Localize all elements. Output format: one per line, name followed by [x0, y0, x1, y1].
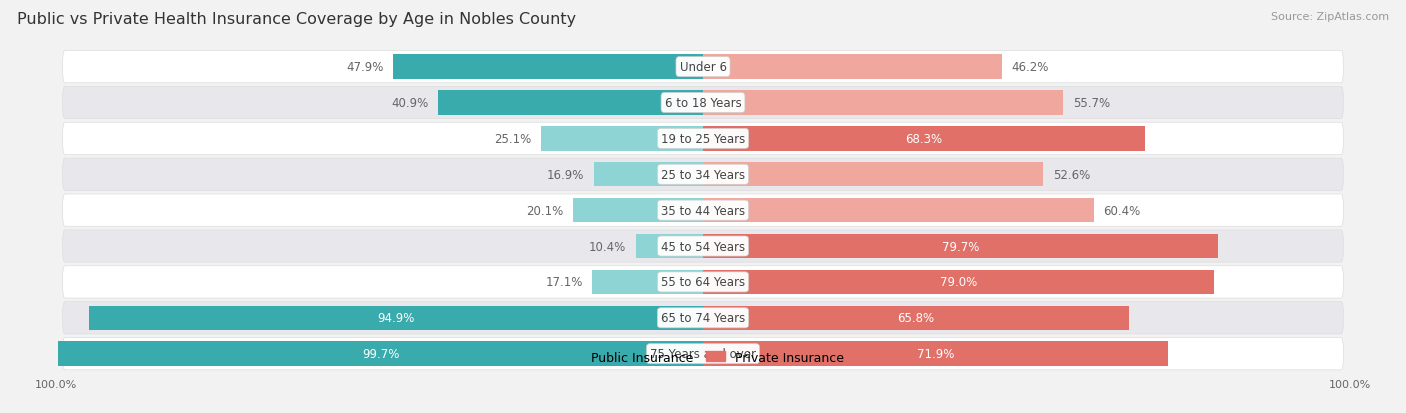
Text: 17.1%: 17.1% [546, 276, 582, 289]
FancyBboxPatch shape [63, 195, 1343, 227]
Text: 65 to 74 Years: 65 to 74 Years [661, 311, 745, 325]
Text: 16.9%: 16.9% [547, 169, 583, 181]
Text: 68.3%: 68.3% [905, 133, 942, 145]
Text: 46.2%: 46.2% [1011, 61, 1049, 74]
Bar [394, 55, 703, 80]
Text: 45 to 54 Years: 45 to 54 Years [661, 240, 745, 253]
FancyBboxPatch shape [63, 87, 1343, 119]
Bar [541, 127, 703, 151]
Bar [703, 199, 1094, 223]
Text: 79.7%: 79.7% [942, 240, 980, 253]
Bar [439, 91, 703, 115]
Bar [703, 342, 1168, 366]
Bar [703, 306, 1129, 330]
Text: Public vs Private Health Insurance Coverage by Age in Nobles County: Public vs Private Health Insurance Cover… [17, 12, 576, 27]
FancyBboxPatch shape [63, 123, 1343, 155]
Text: 19 to 25 Years: 19 to 25 Years [661, 133, 745, 145]
FancyBboxPatch shape [63, 159, 1343, 191]
Text: Source: ZipAtlas.com: Source: ZipAtlas.com [1271, 12, 1389, 22]
FancyBboxPatch shape [63, 302, 1343, 334]
Text: 65.8%: 65.8% [897, 311, 935, 325]
Text: 25.1%: 25.1% [494, 133, 531, 145]
Text: 60.4%: 60.4% [1104, 204, 1140, 217]
Text: 25 to 34 Years: 25 to 34 Years [661, 169, 745, 181]
Text: 55.7%: 55.7% [1073, 97, 1111, 110]
Bar [703, 127, 1144, 151]
FancyBboxPatch shape [63, 230, 1343, 263]
FancyBboxPatch shape [63, 338, 1343, 370]
Text: 35 to 44 Years: 35 to 44 Years [661, 204, 745, 217]
Bar [636, 234, 703, 259]
Text: 99.7%: 99.7% [361, 347, 399, 360]
Bar [703, 234, 1219, 259]
Text: 6 to 18 Years: 6 to 18 Years [665, 97, 741, 110]
Text: Under 6: Under 6 [679, 61, 727, 74]
Bar [593, 163, 703, 187]
FancyBboxPatch shape [63, 266, 1343, 298]
Text: 40.9%: 40.9% [391, 97, 429, 110]
Text: 52.6%: 52.6% [1053, 169, 1090, 181]
Bar [703, 163, 1043, 187]
Text: 79.0%: 79.0% [939, 276, 977, 289]
Bar [703, 55, 1002, 80]
Legend: Public Insurance, Private Insurance: Public Insurance, Private Insurance [557, 346, 849, 369]
Bar [703, 91, 1063, 115]
Text: 20.1%: 20.1% [526, 204, 564, 217]
Text: 71.9%: 71.9% [917, 347, 955, 360]
Bar [703, 270, 1213, 294]
Bar [89, 306, 703, 330]
Text: 55 to 64 Years: 55 to 64 Years [661, 276, 745, 289]
Text: 47.9%: 47.9% [346, 61, 384, 74]
Text: 10.4%: 10.4% [589, 240, 626, 253]
Text: 75 Years and over: 75 Years and over [650, 347, 756, 360]
FancyBboxPatch shape [63, 51, 1343, 83]
Text: 94.9%: 94.9% [377, 311, 415, 325]
Bar [58, 342, 703, 366]
Bar [574, 199, 703, 223]
Bar [592, 270, 703, 294]
